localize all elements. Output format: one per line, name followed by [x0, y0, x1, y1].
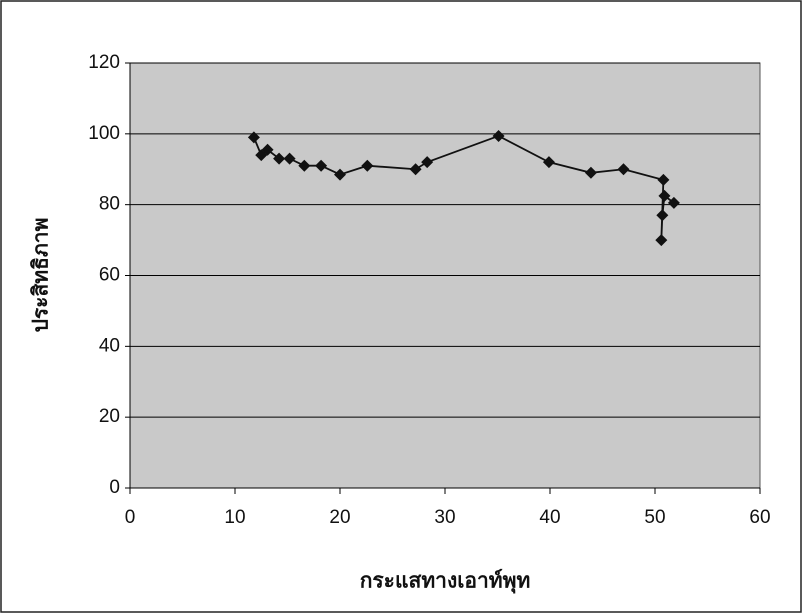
x-axis-title: กระแสทางเอาท์พุท	[360, 569, 531, 595]
y-tick-label: 100	[88, 123, 120, 144]
x-tick-label: 0	[125, 507, 136, 528]
y-axis-title: ประสิทธิภาพ	[30, 218, 53, 333]
x-tick-label: 30	[434, 507, 455, 528]
y-tick-label: 60	[99, 265, 120, 286]
x-tick-label: 20	[329, 507, 350, 528]
y-tick-label: 20	[99, 406, 120, 427]
y-tick-label: 0	[109, 477, 120, 498]
y-tick-label: 80	[99, 194, 120, 215]
x-tick-label: 50	[644, 507, 665, 528]
x-tick-label: 60	[749, 507, 770, 528]
x-tick-label: 10	[224, 507, 245, 528]
x-tick-label: 40	[539, 507, 560, 528]
y-tick-label: 120	[88, 52, 120, 73]
y-tick-label: 40	[99, 335, 120, 356]
chart: กระแสทางเอาท์พุท ประสิทธิภาพ 0 20 40 60 80 10…	[0, 0, 803, 614]
